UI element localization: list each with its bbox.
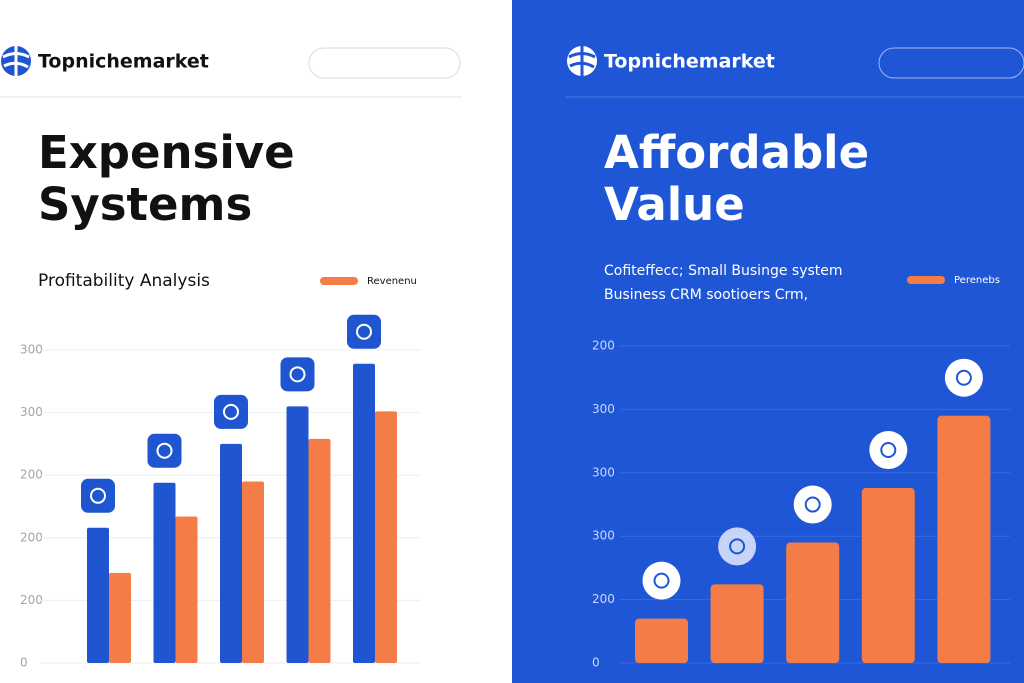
icon xyxy=(147,433,182,468)
bar xyxy=(308,438,331,663)
bar xyxy=(937,415,991,663)
icon-glyph xyxy=(156,442,173,459)
legend-label: Perenebs xyxy=(954,275,1000,286)
chart-subtitle: Profitability Analysis xyxy=(38,271,210,291)
page-title: Value xyxy=(604,178,745,231)
icon xyxy=(347,314,381,349)
y-tick-label: 300 xyxy=(592,529,615,543)
y-tick-label: 200 xyxy=(20,593,43,607)
bar xyxy=(242,481,264,663)
brand: Topnichemarket xyxy=(604,51,775,73)
logo xyxy=(567,46,597,76)
y-tick-label: 300 xyxy=(592,402,615,416)
y-tick-label: 0 xyxy=(20,656,28,670)
bar xyxy=(87,527,109,663)
bar xyxy=(220,443,242,663)
icon-glyph xyxy=(804,496,821,513)
icon xyxy=(81,478,115,513)
bar xyxy=(710,584,764,663)
page-title: Systems xyxy=(38,178,252,231)
search-box[interactable] xyxy=(878,47,1024,79)
logo xyxy=(1,46,31,76)
icon-glyph xyxy=(289,366,306,383)
y-tick-label: 200 xyxy=(592,592,615,606)
y-tick-label: 300 xyxy=(592,465,615,479)
icon-glyph xyxy=(223,403,239,420)
y-tick-label: 300 xyxy=(20,405,43,419)
icon xyxy=(214,394,248,429)
bar xyxy=(353,363,375,663)
y-tick-label: 300 xyxy=(20,343,43,357)
bar xyxy=(375,411,397,663)
y-tick-label: 200 xyxy=(20,468,43,482)
icon-glyph xyxy=(356,323,372,340)
bar xyxy=(286,406,309,663)
y-tick-label: 200 xyxy=(20,530,43,544)
icon xyxy=(642,561,681,600)
icon-glyph xyxy=(729,538,746,555)
legend-label: Revenenu xyxy=(367,276,417,287)
y-tick-label: 0 xyxy=(592,656,600,670)
legend-swatch xyxy=(907,276,945,284)
icon xyxy=(793,485,832,524)
icon xyxy=(944,358,983,397)
icon-glyph xyxy=(880,442,897,459)
icon xyxy=(280,357,315,392)
page-title: Expensive xyxy=(38,126,295,179)
search-box[interactable] xyxy=(308,47,461,79)
icon xyxy=(718,527,757,566)
page-title: Affordable xyxy=(604,126,869,179)
bar xyxy=(109,572,131,663)
chart-subtitle: Cofiteffecc; Small Businge system xyxy=(604,263,843,279)
bar xyxy=(175,516,198,663)
brand: Topnichemarket xyxy=(38,51,209,73)
icon-glyph xyxy=(90,487,106,504)
bar xyxy=(153,482,176,663)
icon-glyph xyxy=(653,572,670,589)
chart-subtitle: Business CRM sootioers Crm, xyxy=(604,287,808,303)
icon xyxy=(869,431,908,470)
bar xyxy=(861,488,915,663)
bar xyxy=(786,542,840,663)
bar xyxy=(635,618,688,663)
legend-swatch xyxy=(320,277,358,285)
y-tick-label: 200 xyxy=(592,339,615,353)
icon-glyph xyxy=(955,369,972,386)
